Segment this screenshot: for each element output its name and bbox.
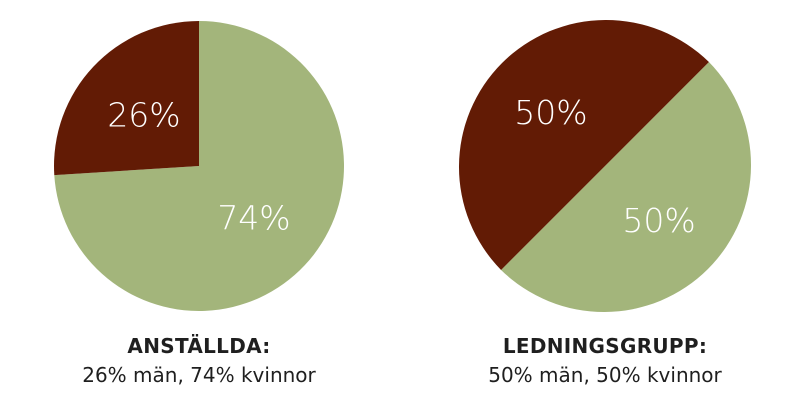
pie-label-management-men: 50% xyxy=(514,93,587,132)
caption-subtitle-management: 50% män, 50% kvinnor xyxy=(488,363,722,387)
pie-slice-management-women xyxy=(501,62,752,313)
pie-slice-employees-men xyxy=(54,21,199,176)
pie-slice-management-men xyxy=(458,19,709,270)
chart-caption-employees: ANSTÄLLDA: 26% män, 74% kvinnor xyxy=(29,332,369,390)
caption-title-management: LEDNINGSGRUPP: xyxy=(502,334,708,358)
caption-subtitle-employees: 26% män, 74% kvinnor xyxy=(82,363,316,387)
caption-title-employees: ANSTÄLLDA: xyxy=(127,334,271,358)
pie-label-employees-women: 74% xyxy=(217,199,290,238)
chart-caption-management: LEDNINGSGRUPP: 50% män, 50% kvinnor xyxy=(435,332,775,390)
pie-label-employees-men: 26% xyxy=(107,95,180,134)
pie-label-management-women: 50% xyxy=(622,201,695,240)
pie-slice-employees-women xyxy=(54,21,345,311)
